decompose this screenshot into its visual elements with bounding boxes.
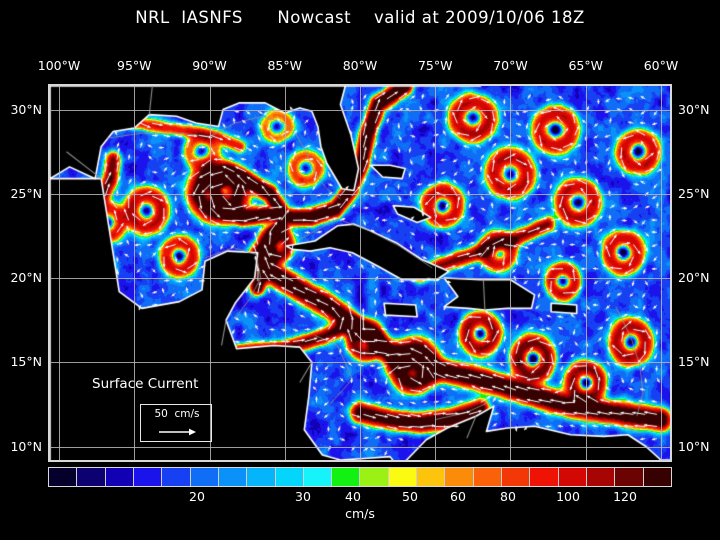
lon-tick-label: 100°W <box>37 58 81 73</box>
lat-tick-label-right: 10°N <box>678 438 710 454</box>
colorbar-cell[interactable] <box>558 468 587 486</box>
gridline-horizontal <box>50 193 670 195</box>
lon-tick-label: 90°W <box>192 58 227 73</box>
lat-tick-label-left: 20°N <box>10 270 42 286</box>
gridline-horizontal <box>50 109 670 111</box>
colorbar-tick-label: 40 <box>345 489 361 504</box>
colorbar-tick-label: 80 <box>500 489 516 504</box>
gridline-vertical <box>660 86 662 460</box>
colorbar-unit-label: cm/s <box>345 506 375 521</box>
gridline-horizontal <box>50 446 670 448</box>
lat-tick-label-right: 25°N <box>678 185 710 201</box>
page-title: NRL IASNFS Nowcast valid at 2009/10/06 1… <box>135 8 585 27</box>
colorbar[interactable] <box>48 467 672 487</box>
colorbar-cell[interactable] <box>388 468 418 486</box>
colorbar-cell[interactable] <box>586 468 616 486</box>
lat-tick-label-right: 20°N <box>678 270 710 286</box>
colorbar-cell[interactable] <box>303 468 333 486</box>
colorbar-tick-label: 120 <box>613 489 637 504</box>
lon-tick-label: 70°W <box>493 58 528 73</box>
lat-tick-label-left: 25°N <box>10 185 42 201</box>
colorbar-tick-label: 30 <box>295 489 311 504</box>
lon-tick-label: 95°W <box>117 58 152 73</box>
lat-tick-label-right: 30°N <box>678 101 710 117</box>
colorbar-cell[interactable] <box>530 468 559 486</box>
gridline-vertical <box>209 86 211 460</box>
colorbar-tick-label: 20 <box>189 489 205 504</box>
gridline-vertical <box>435 86 437 460</box>
colorbar-cell[interactable] <box>502 468 531 486</box>
colorbar-tick-label: 50 <box>402 489 418 504</box>
colorbar-tick-label: 60 <box>450 489 466 504</box>
colorbar-cell[interactable] <box>162 468 191 486</box>
lon-tick-label: 75°W <box>417 58 453 73</box>
gridline-vertical <box>134 86 136 460</box>
lat-tick-label-right: 15°N <box>678 354 710 370</box>
colorbar-cell[interactable] <box>643 468 671 486</box>
colorbar-cell[interactable] <box>417 468 446 486</box>
colorbar-cell[interactable] <box>218 468 248 486</box>
colorbar-cell[interactable] <box>105 468 134 486</box>
colorbar-cell[interactable] <box>190 468 219 486</box>
lat-tick-label-left: 15°N <box>10 354 42 370</box>
colorbar-cell[interactable] <box>133 468 163 486</box>
gridline-vertical <box>284 86 286 460</box>
lat-tick-label-left: 10°N <box>10 438 42 454</box>
lon-tick-label: 80°W <box>342 58 378 73</box>
gridline-horizontal <box>50 278 670 280</box>
map-frame[interactable]: Surface Current 50 cm/s <box>48 84 672 462</box>
colorbar-cell[interactable] <box>275 468 304 486</box>
colorbar-cell[interactable] <box>445 468 474 486</box>
colorbar-cell[interactable] <box>360 468 389 486</box>
lat-tick-label-left: 30°N <box>10 101 42 117</box>
gridline-vertical <box>510 86 512 460</box>
colorbar-tick-label: 100 <box>556 489 580 504</box>
gridline-vertical <box>585 86 587 460</box>
gridline-vertical <box>59 86 61 460</box>
colorbar-cell[interactable] <box>332 468 361 486</box>
gridline-horizontal <box>50 362 670 364</box>
lon-tick-label: 85°W <box>267 58 302 73</box>
colorbar-cell[interactable] <box>473 468 502 486</box>
lon-tick-label: 65°W <box>568 58 603 73</box>
colorbar-cell[interactable] <box>247 468 276 486</box>
colorbar-cell[interactable] <box>77 468 106 486</box>
gridline-vertical <box>360 86 361 460</box>
lon-tick-label: 60°W <box>643 58 679 73</box>
colorbar-cell[interactable] <box>49 468 78 486</box>
colorbar-cell[interactable] <box>615 468 644 486</box>
